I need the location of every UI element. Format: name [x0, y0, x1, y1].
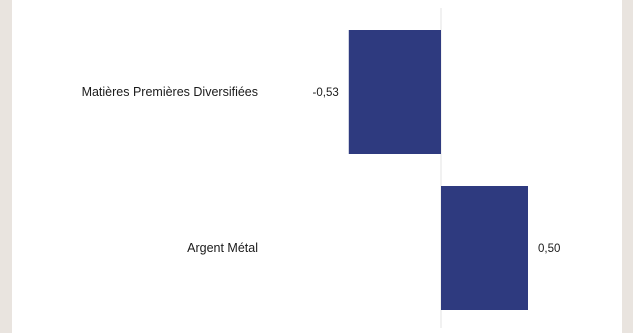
- bar-1: [441, 186, 528, 310]
- category-label-0: Matières Premières Diversifiées: [82, 85, 258, 99]
- value-label-0: -0,53: [313, 87, 339, 99]
- labels-group: Matières Premières Diversifiées -0,53 Arge…: [82, 85, 561, 255]
- value-label-1: 0,50: [538, 243, 560, 255]
- bar-chart: Matières Premières Diversifiées -0,53 Arge…: [82, 8, 561, 328]
- bars-group: [348, 30, 528, 310]
- category-label-1: Argent Métal: [187, 241, 258, 255]
- bar-0: [348, 30, 441, 154]
- chart-card: Matières Premières Diversifiées -0,53 Arge…: [12, 0, 622, 333]
